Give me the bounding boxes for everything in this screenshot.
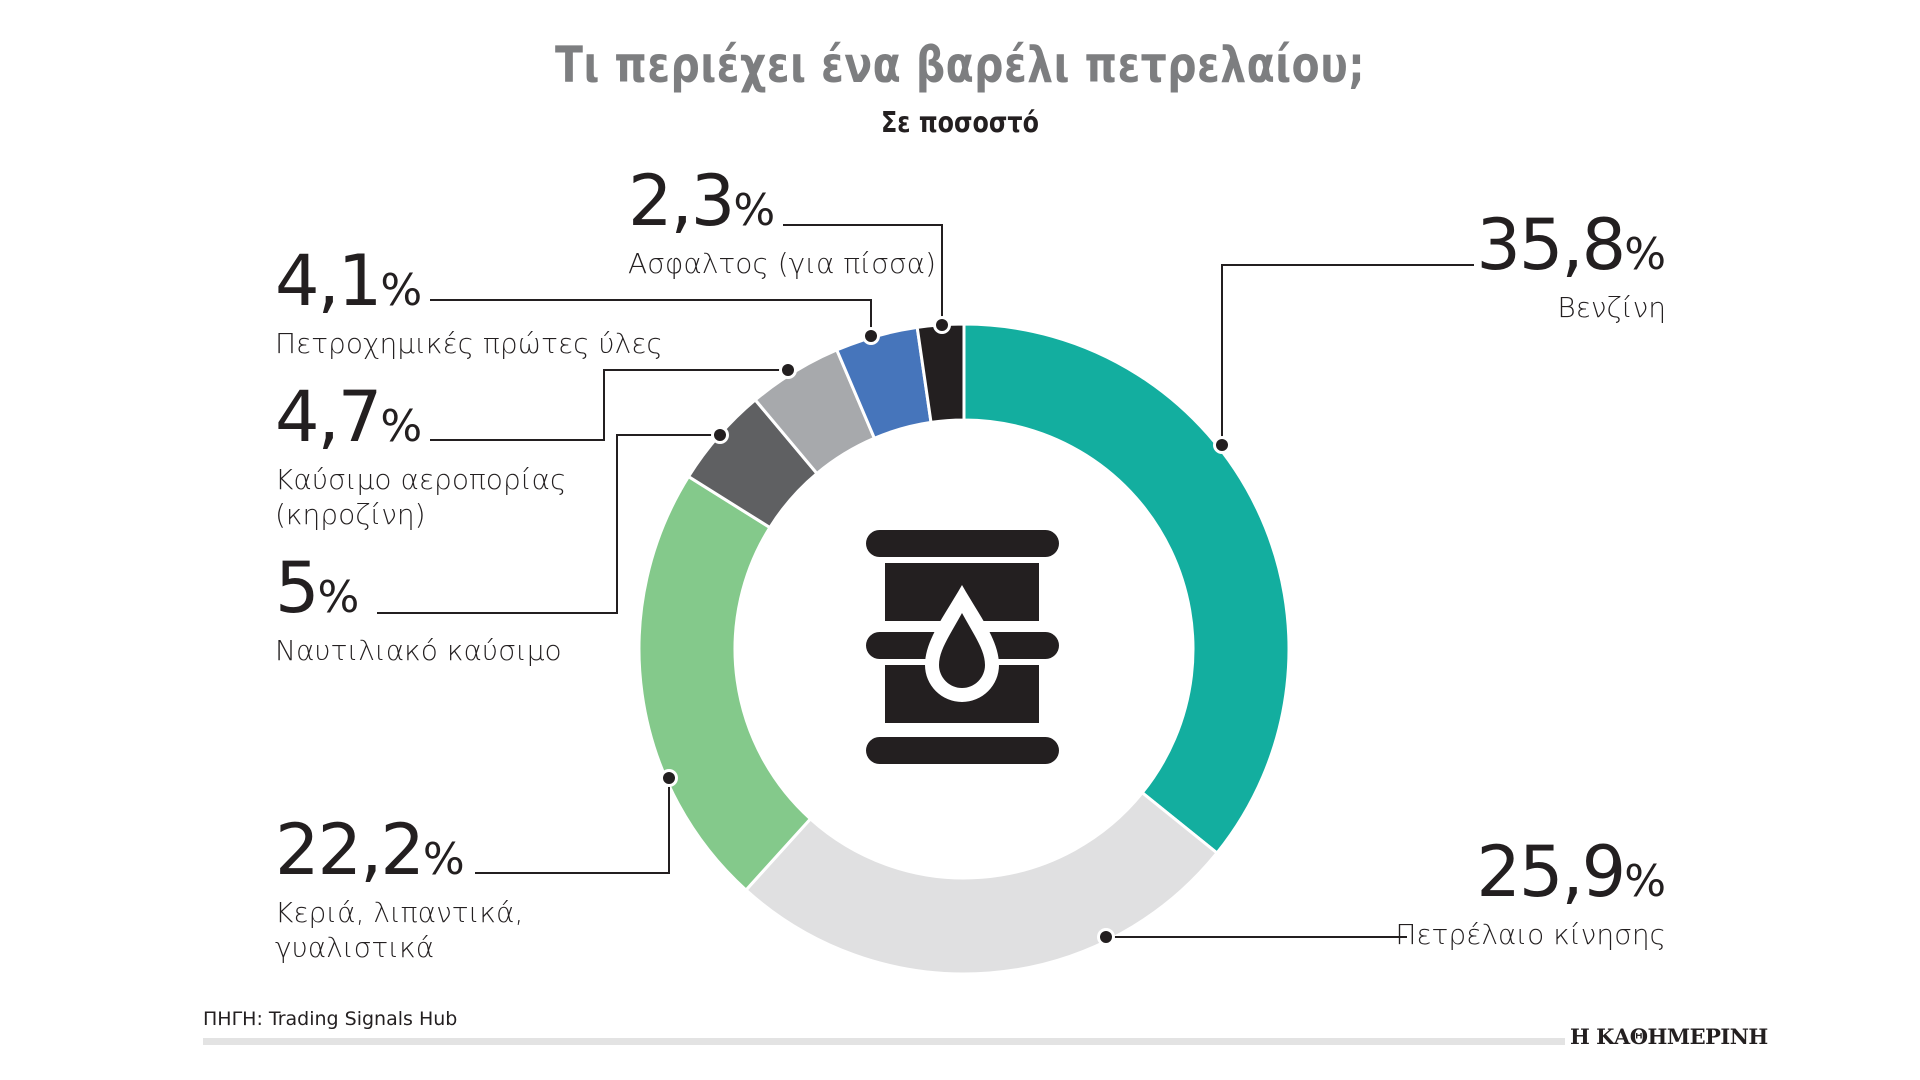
jet-name-line1: Καύσιμο αεροπορίας [275,463,567,496]
leader-line-waxes [475,778,670,874]
label-waxes: 22,2% Κεριά, λιπαντικά, γυαλιστικά [275,815,523,965]
marine-value: 5% [275,547,360,629]
oil-barrel-with-drop-icon [866,530,1059,764]
label-petrochem: 4,1% Πετροχημικές πρώτες ύλες [275,246,663,361]
diesel-name: Πετρέλαιο κίνησης [1395,918,1666,951]
leader-dot-jet [782,364,794,376]
slice-benzine [962,322,1291,856]
label-jet: 4,7% Καύσιμο αεροπορίας (κηροζίνη) [275,382,566,532]
waxes-value: 22,2% [275,809,465,891]
leader-dot-marine [714,429,726,441]
leader-line-asphalt [783,224,943,325]
publisher-logo: Η ΚΑΘΗΜΕΡΙΝΗ [1570,1024,1768,1049]
marine-name: Ναυτιλιακό καύσιμο [275,634,562,667]
asphalt-value: 2,3% [628,160,776,242]
jet-value: 4,7% [275,376,423,458]
leader-dot-diesel [1100,931,1112,943]
leader-line-benzine [1221,264,1474,445]
slice-asphalt [915,322,966,425]
benzine-name: Βενζίνη [1557,291,1666,324]
diesel-value: 25,9% [1476,831,1666,913]
footer-divider [203,1038,1565,1045]
leader-lines [377,224,1474,938]
petrochem-name: Πετροχημικές πρώτες ύλες [275,327,663,360]
label-benzine: 35,8% Βενζίνη [1476,210,1666,325]
slice-diesel [743,790,1220,976]
leader-dot-waxes [663,772,675,784]
leader-line-marine [377,434,720,614]
leader-dot-petrochem [865,330,877,342]
petrochem-value: 4,1% [275,240,423,322]
chart-title: Τι περιέχει ένα βαρέλι πετρελαίου; [554,36,1366,94]
leader-dot-asphalt [936,319,948,331]
asphalt-name: Ασφαλτος (για πίσσα) [628,247,936,280]
label-diesel: 25,9% Πετρέλαιο κίνησης [1395,837,1666,952]
leader-line-petrochem [430,299,872,336]
leader-line-jet [430,369,788,441]
waxes-name-line2: γυαλιστικά [275,931,435,964]
donut-slices [637,322,1291,976]
slice-waxes [637,474,813,893]
label-asphalt: 2,3% Ασφαλτος (για πίσσα) [628,166,936,281]
leader-dots [660,316,1231,946]
jet-name-line2: (κηροζίνη) [275,498,426,531]
waxes-name-line1: Κεριά, λιπαντικά, [275,896,524,929]
label-marine: 5% Ναυτιλιακό καύσιμο [275,553,562,668]
source-note: ΠΗΓΗ: Trading Signals Hub [203,1008,458,1030]
leader-dot-benzine [1216,439,1228,451]
benzine-value: 35,8% [1476,204,1666,286]
chart-subtitle: Σε ποσοστό [881,106,1039,139]
